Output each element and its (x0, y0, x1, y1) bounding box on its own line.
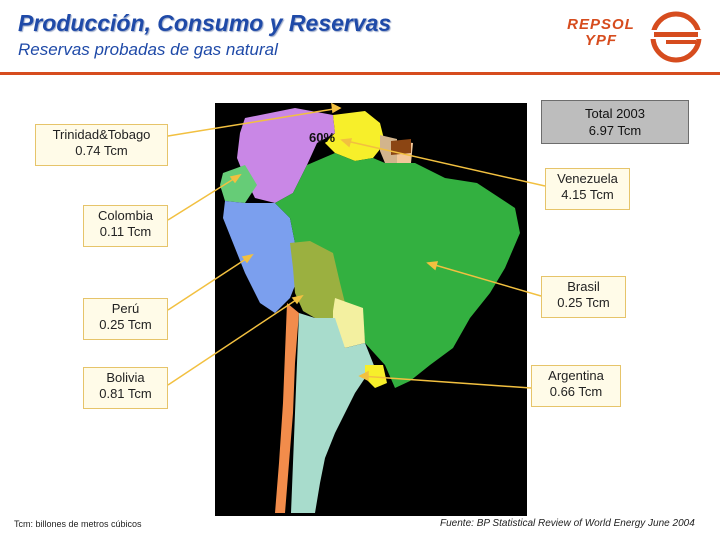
country-value: 0.25 Tcm (99, 317, 152, 332)
country-value: 0.11 Tcm (99, 224, 152, 239)
page-subtitle: Reservas probadas de gas natural (18, 40, 278, 59)
source-note: Fuente: BP Statistical Review of World E… (440, 518, 695, 529)
country-name: Venezuela (557, 171, 618, 186)
logo-line-1: REPSOL (567, 16, 635, 33)
country-value: 0.74 Tcm (75, 143, 128, 158)
country-name: Colombia (98, 208, 153, 223)
french-guiana-region (391, 139, 411, 155)
callout-bolivia: Bolivia 0.81 Tcm (83, 367, 168, 409)
country-name: Bolivia (106, 370, 145, 385)
header-divider (0, 72, 720, 75)
page-title: Producción, Consumo y Reservas (18, 10, 392, 36)
callout-trinidad: Trinidad&Tobago 0.74 Tcm (35, 124, 168, 166)
country-value: 0.25 Tcm (557, 295, 610, 310)
bolivia-region (290, 241, 345, 318)
callout-colombia: Colombia 0.11 Tcm (83, 205, 168, 247)
brand-logo-icon (648, 11, 704, 63)
total-label: Total 2003 (585, 106, 645, 121)
callout-brasil: Brasil 0.25 Tcm (541, 276, 626, 318)
country-value: 0.66 Tcm (549, 384, 603, 399)
country-name: Perú (111, 301, 140, 316)
brand-logo-text: REPSOL YPF (566, 17, 636, 49)
callout-argentina: Argentina 0.66 Tcm (531, 365, 621, 407)
peru-region (223, 201, 300, 313)
paraguay-region (333, 298, 365, 348)
south-america-map (215, 103, 527, 516)
country-name: Argentina (548, 368, 604, 383)
country-value: 4.15 Tcm (561, 187, 614, 202)
callout-peru: Perú 0.25 Tcm (83, 298, 168, 340)
argentina-region (291, 313, 375, 513)
total-value: 6.97 Tcm (588, 123, 642, 138)
country-name: Brasil (567, 279, 600, 294)
unit-note: Tcm: billones de metros cúbicos (14, 519, 142, 529)
venezuela-share-label: 60% (309, 130, 336, 145)
logo-line-2: YPF (584, 32, 618, 49)
country-value: 0.81 Tcm (99, 386, 152, 401)
total-box: Total 2003 6.97 Tcm (541, 100, 689, 144)
country-name: Trinidad&Tobago (52, 127, 151, 142)
header: Producción, Consumo y Reservas Reservas … (0, 0, 720, 72)
callout-venezuela: Venezuela 4.15 Tcm (545, 168, 630, 210)
brazil-region (275, 153, 520, 388)
